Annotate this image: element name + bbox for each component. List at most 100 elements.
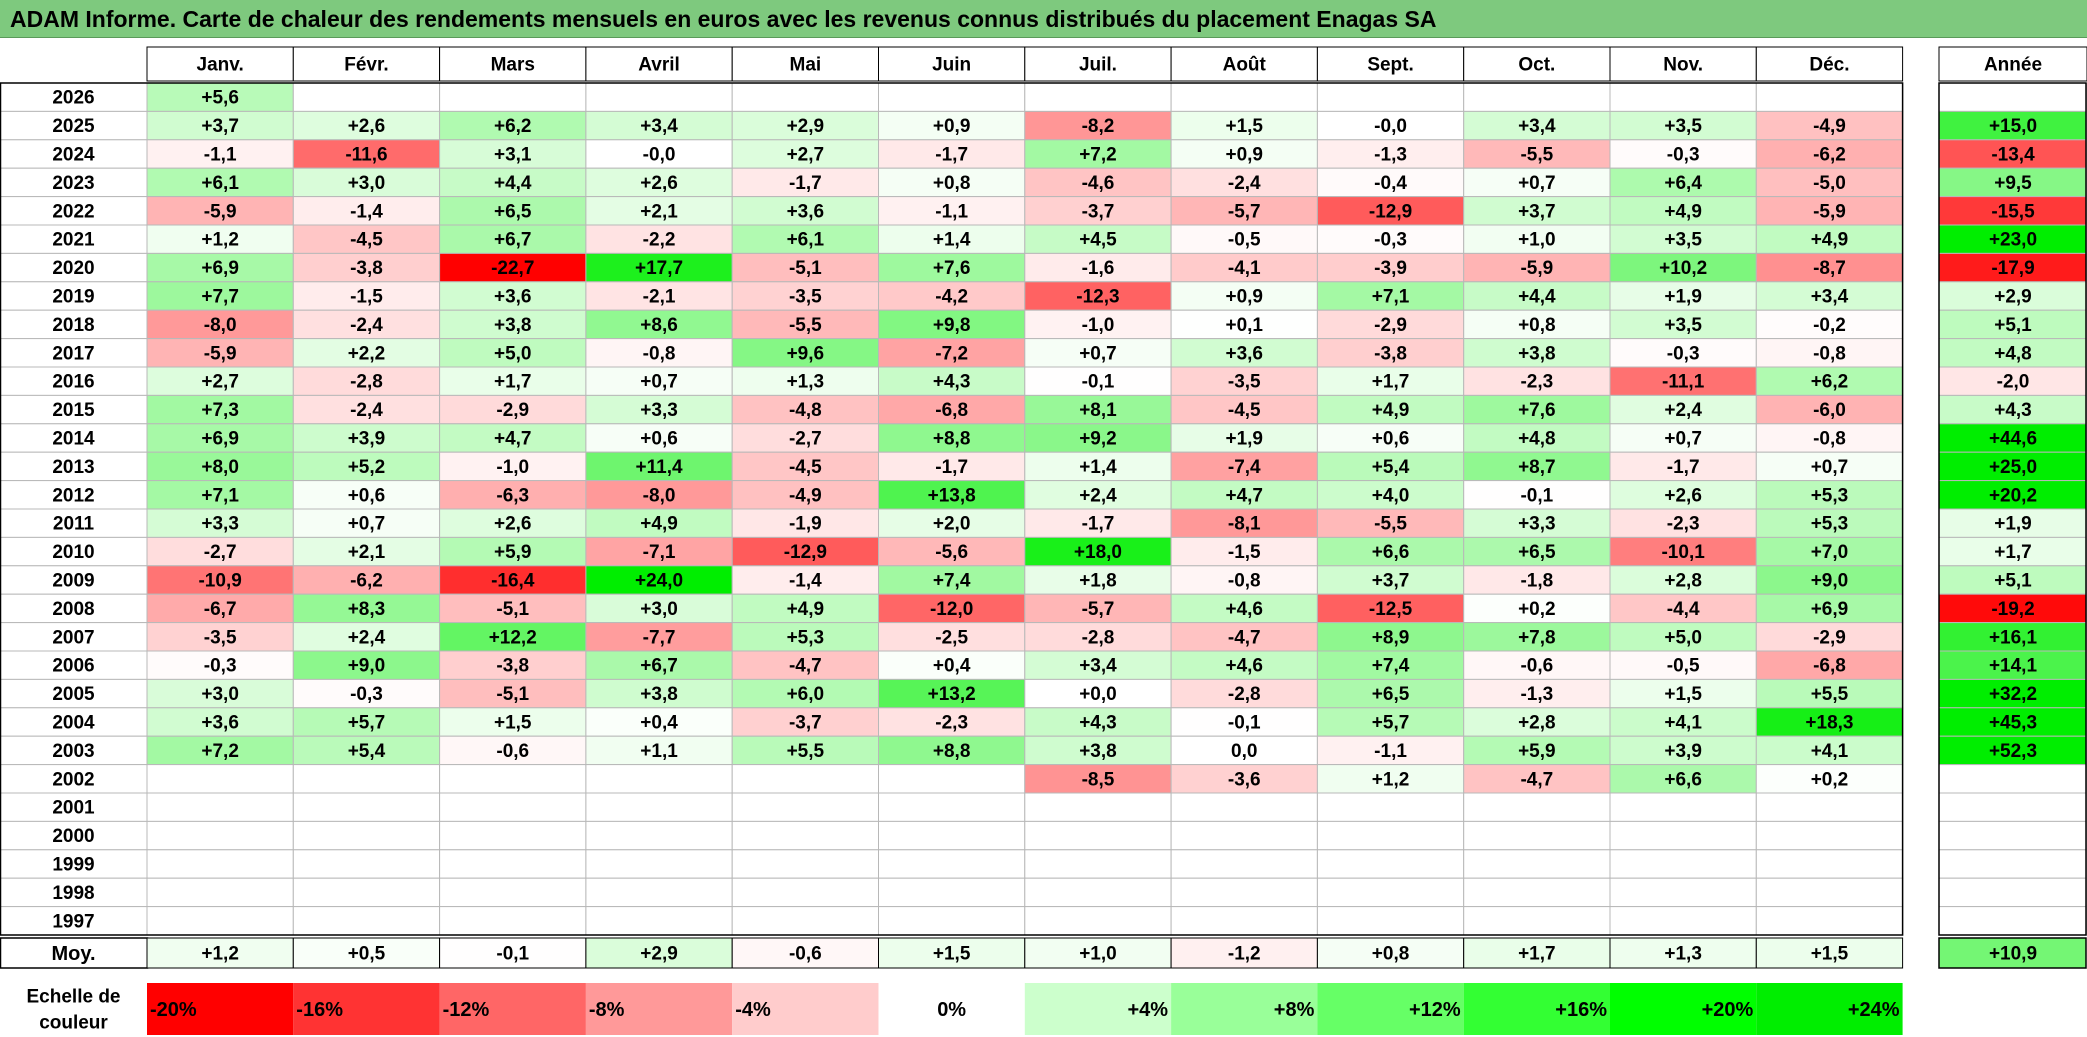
heatmap-cell	[439, 906, 587, 936]
heatmap-cell-value: +3,4	[640, 116, 678, 137]
heatmap-cell	[292, 877, 441, 908]
heatmap-cell	[1609, 451, 1757, 482]
heatmap-cell	[1024, 423, 1172, 453]
heatmap-cell-value: +1,9	[1225, 429, 1263, 450]
heatmap-cell	[1755, 849, 1904, 879]
heatmap-cell-value: +18,3	[1805, 713, 1853, 734]
heatmap-cell	[585, 764, 733, 794]
heatmap-cell-value: -11,6	[345, 145, 387, 166]
heatmap-cell-value: -0,0	[643, 145, 676, 166]
heatmap-cell-value: -3,9	[1374, 258, 1407, 279]
annual-cell-value: -15,5	[1991, 201, 2035, 222]
heatmap-cell-value: +6,9	[201, 258, 239, 279]
heatmap-cell-value: -0,0	[1374, 116, 1407, 137]
heatmap-cell	[1316, 735, 1465, 766]
heatmap-cell-value: -2,1	[643, 287, 676, 308]
heatmap-cell-value: +1,2	[201, 230, 239, 251]
heatmap-cell	[1463, 196, 1611, 226]
heatmap-cell-value: +5,4	[1372, 457, 1410, 478]
heatmap-cell	[146, 309, 294, 340]
color-scale-swatch	[293, 983, 440, 1035]
heatmap-cell	[731, 281, 880, 311]
annual-cell-value: +44,6	[1989, 429, 2037, 450]
heatmap-cell	[1755, 224, 1904, 254]
heatmap-cell-value: +2,2	[348, 343, 386, 364]
heatmap-cell	[878, 309, 1026, 340]
heatmap-cell	[1463, 252, 1611, 283]
heatmap-cell	[1024, 196, 1172, 226]
heatmap-cell-value: +0,7	[1664, 429, 1702, 450]
heatmap-cell	[878, 366, 1026, 396]
heatmap-cell-value: -8,2	[1082, 116, 1115, 137]
heatmap-cell-value: +9,8	[933, 315, 971, 336]
annual-cell-value: +4,3	[1994, 400, 2032, 421]
heatmap-cell-value: +5,9	[494, 542, 532, 563]
year-label-cell	[0, 366, 148, 396]
heatmap-cell	[585, 309, 733, 340]
heatmap-cell-value: +13,2	[928, 684, 976, 705]
heatmap-cell	[146, 508, 294, 538]
heatmap-cell-value: -0,5	[1667, 656, 1700, 677]
heatmap-cell-value: +8,9	[1372, 627, 1410, 648]
annual-cell-value: +20,2	[1989, 485, 2037, 506]
heatmap-cell	[1463, 536, 1611, 567]
heatmap-cell	[1316, 366, 1465, 396]
annual-border	[1938, 82, 2087, 936]
color-scale-value: +4%	[1128, 999, 1169, 1021]
heatmap-cell-value: +7,4	[1372, 656, 1410, 677]
heatmap-cell-value: +3,7	[201, 116, 239, 137]
heatmap-cell	[439, 820, 587, 851]
heatmap-cell-value: +5,3	[1811, 485, 1849, 506]
heatmap-cell	[731, 877, 880, 908]
heatmap-cell	[1609, 196, 1757, 226]
year-label-cell	[0, 309, 148, 340]
annual-cell-value: -17,9	[1991, 258, 2034, 279]
color-scale-swatch	[1756, 983, 1903, 1035]
heatmap-cell	[1170, 451, 1318, 482]
average-annual-value: +10,9	[1989, 944, 2037, 965]
heatmap-cell	[146, 139, 294, 169]
heatmap-cell	[1755, 707, 1904, 737]
heatmap-cell	[731, 423, 880, 453]
heatmap-cell-value: +5,2	[348, 457, 386, 478]
heatmap-cell-value: +5,7	[348, 713, 386, 734]
heatmap-cell	[878, 735, 1026, 766]
heatmap-cell-value: +0,4	[640, 713, 678, 734]
annual-cell	[1938, 849, 2087, 879]
heatmap-cell-value: -7,2	[935, 343, 968, 364]
heatmap-cell-value: +18,0	[1074, 542, 1122, 563]
heatmap-cell	[731, 451, 880, 482]
heatmap-cell	[439, 338, 587, 368]
heatmap-cell	[1170, 707, 1318, 737]
heatmap-cell-value: -1,0	[496, 457, 529, 478]
heatmap-cell-value: +1,4	[933, 230, 971, 251]
heatmap-cell	[292, 849, 441, 879]
heatmap-cell-value: -2,3	[1520, 372, 1553, 393]
heatmap-cell	[1609, 82, 1757, 112]
year-label: 2017	[52, 343, 94, 364]
heatmap-cell	[292, 252, 441, 283]
heatmap-cell	[1170, 480, 1318, 510]
heatmap-cell-value: +3,3	[201, 514, 239, 535]
year-label-cell	[0, 735, 148, 766]
heatmap-cell	[585, 196, 733, 226]
heatmap-cell-value: -4,7	[1520, 769, 1553, 790]
heatmap-cell-value: -0,3	[1374, 230, 1407, 251]
heatmap-cell-value: +1,7	[494, 372, 532, 393]
heatmap-cell	[292, 792, 441, 822]
heatmap-cell-value: -1,4	[789, 571, 822, 592]
heatmap-cell	[731, 565, 880, 595]
heatmap-cell	[1316, 82, 1465, 112]
heatmap-cell-value: +3,3	[640, 400, 678, 421]
heatmap-cell-value: +0,1	[1225, 315, 1263, 336]
heatmap-cell	[585, 565, 733, 595]
heatmap-cell-value: -3,8	[350, 258, 383, 279]
heatmap-cell-value: -4,7	[789, 656, 822, 677]
heatmap-cell-value: -1,4	[350, 201, 383, 222]
heatmap-cell	[731, 82, 880, 112]
heatmap-cell	[439, 139, 587, 169]
heatmap-cell-value: +6,5	[494, 201, 532, 222]
heatmap-cell	[1463, 565, 1611, 595]
heatmap-cell-value: +7,2	[201, 741, 239, 762]
heatmap-cell-value: +2,1	[348, 542, 386, 563]
